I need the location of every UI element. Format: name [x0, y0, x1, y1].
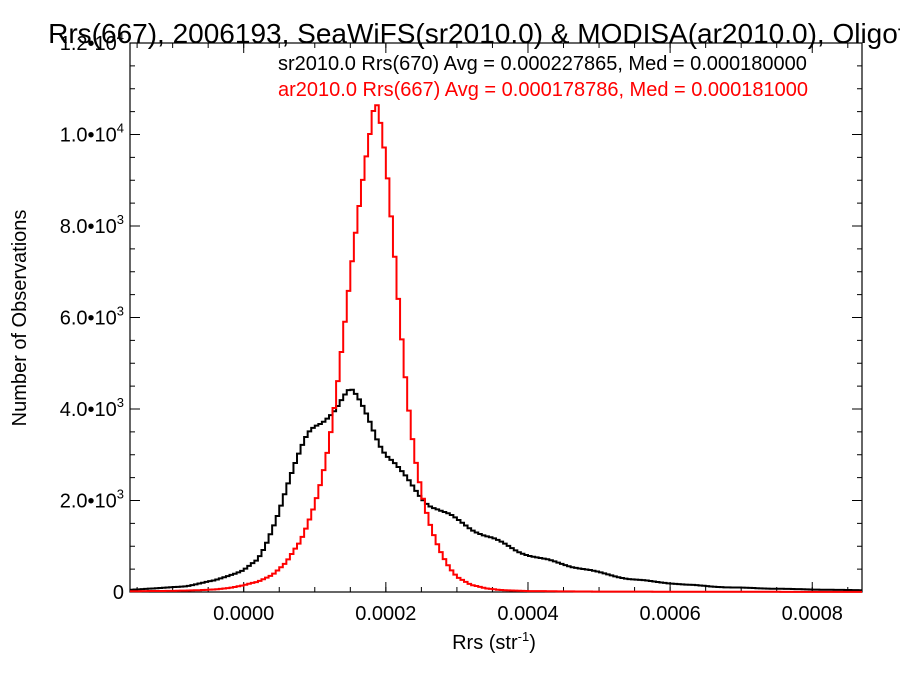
x-tick-label: 0.0008 [782, 603, 843, 625]
y-tick-mantissa: 6.0•10 [60, 308, 117, 330]
y-tick-label: 6.0•103 [60, 304, 124, 330]
y-tick-label: 4.0•103 [60, 395, 124, 421]
y-tick-exponent: 3 [117, 395, 124, 410]
y-tick-mantissa: 4.0•10 [60, 399, 117, 421]
x-tick-label: 0.0000 [213, 603, 274, 625]
x-axis-label: Rrs (str-1) [452, 629, 536, 654]
x-tick-labels: 0.0000 0.0002 0.0004 0.0006 0.0008 [213, 603, 843, 625]
y-tick-mantissa: 1.2•10 [60, 33, 117, 55]
x-axis-label-main: Rrs (str [452, 632, 518, 654]
y-tick-exponent: 3 [117, 487, 124, 502]
y-tick-mantissa: 2.0•10 [60, 491, 117, 513]
x-axis-label-close: ) [529, 632, 536, 654]
axis-ticks [130, 42, 862, 593]
chart-title: Rrs(667), 2006193, SeaWiFS(sr2010.0) & M… [48, 18, 900, 49]
y-tick-labels: 02.0•1034.0•1036.0•1038.0•1031.0•1041.2•… [60, 29, 124, 604]
y-tick-exponent: 3 [117, 304, 124, 319]
series-layer [130, 104, 862, 593]
legend-entry-sr2010: sr2010.0 Rrs(670) Avg = 0.000227865, Med… [278, 53, 807, 75]
legend-entry-ar2010: ar2010.0 Rrs(667) Avg = 0.000178786, Med… [278, 79, 808, 101]
y-tick-label: 2.0•103 [60, 487, 124, 513]
y-tick-exponent: 3 [117, 212, 124, 227]
series-line-ar2010 [130, 104, 862, 593]
x-tick-label: 0.0006 [640, 603, 701, 625]
y-tick-label: 0 [113, 582, 124, 604]
plot-frame [129, 42, 863, 593]
y-tick-mantissa: 0 [113, 582, 124, 604]
y-tick-exponent: 4 [117, 121, 124, 136]
y-tick-mantissa: 8.0•10 [60, 216, 117, 238]
x-axis-label-superscript: -1 [518, 629, 530, 644]
y-tick-label: 1.2•104 [60, 29, 124, 55]
y-axis-label: Number of Observations [9, 210, 31, 427]
x-tick-label: 0.0004 [497, 603, 558, 625]
y-tick-label: 1.0•104 [60, 121, 124, 147]
x-tick-label: 0.0002 [355, 603, 416, 625]
series-line-sr2010 [130, 388, 862, 592]
y-tick-mantissa: 1.0•10 [60, 125, 117, 147]
y-tick-exponent: 4 [117, 29, 124, 44]
y-tick-label: 8.0•103 [60, 212, 124, 238]
